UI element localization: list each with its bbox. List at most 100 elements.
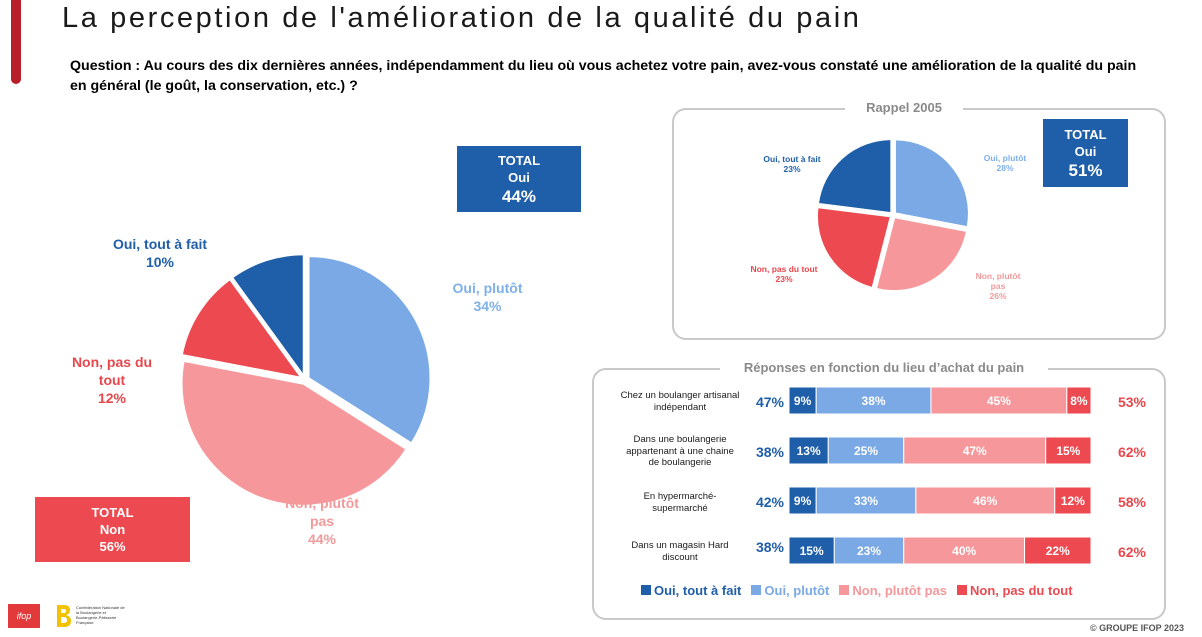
bar-segment-r3-s0 (789, 536, 835, 565)
slice-oui-tout-a-fait (230, 253, 305, 380)
label-value: 44% (307, 531, 337, 547)
bar-category-label-3: Dans un magasin Hard discount (610, 540, 750, 563)
page-title: La perception de l'amélioration de la qu… (62, 2, 862, 34)
bar-segment-r0-s3 (1066, 386, 1092, 415)
rappel-label-non-plutot-pas: Non, plutôt pas 26% (963, 271, 1033, 301)
label-oui-tout-a-fait: Oui, tout à fait 10% (95, 235, 225, 271)
bar-value-label-r3-s2: 40% (952, 544, 976, 558)
label-name: Oui, plutôt (983, 153, 1027, 163)
copyright: © GROUPE IFOP 2023 (1090, 623, 1184, 633)
bar-value-label-r2-s3: 12% (1061, 494, 1085, 508)
bars-legend: Oui, tout à fait Oui, plutôt Non, plutôt… (641, 583, 1073, 598)
legend-label: Oui, plutôt (764, 583, 830, 598)
bar-value-label-r2-s0: 9% (794, 494, 812, 508)
bar-value-label-r1-s0: 13% (797, 444, 821, 458)
label-name: Non, pas du tout (750, 264, 818, 274)
label-value: 34% (473, 298, 502, 314)
label-oui-plutot: Oui, plutôt 34% (430, 279, 545, 315)
bar-total-oui-2: 42% (755, 494, 785, 510)
rappel-label-non-pas-du-tout: Non, pas du tout 23% (736, 264, 832, 284)
bar-segment-r0-s1 (815, 386, 932, 415)
label-value: 23% (775, 274, 793, 284)
total-oui-line2: Oui (508, 169, 530, 185)
title-accent-bar (11, 0, 21, 84)
bar-total-non-0: 53% (1117, 394, 1147, 410)
label-value: 23% (783, 164, 801, 174)
bar-segment-r2-s2 (915, 486, 1056, 515)
slice-oui-plutot (307, 255, 432, 445)
rappel-slice-oui-plutot (893, 138, 970, 229)
label-name: Oui, tout à fait (112, 236, 208, 252)
cat-line: Dans une boulangerie (633, 434, 727, 445)
label-name: Oui, tout à fait (763, 154, 821, 164)
cat-line: supermarché (652, 502, 708, 514)
rappel-slice-oui-tout-a-fait (816, 138, 893, 215)
bars-panel-title: Réponses en fonction du lieu d’achat du … (720, 360, 1048, 375)
bar-segment-r3-s3 (1024, 536, 1092, 565)
legend-item-oui-plutot: Oui, plutôt (751, 583, 829, 598)
legend-item-non-pas-du-tout: Non, pas du tout (956, 583, 1073, 598)
rappel-total-line1: TOTAL (1064, 126, 1107, 142)
bar-total-oui-3: 38% (755, 539, 785, 555)
label-name-1: Non, plutôt (975, 271, 1021, 281)
label-non-pas-du-tout: Non, pas du tout 12% (52, 353, 172, 407)
legend-label: Non, pas du tout (969, 583, 1073, 598)
bar-value-label-r0-s1: 38% (862, 394, 886, 408)
label-name-2: pas (309, 513, 335, 529)
bar-total-oui-0: 47% (755, 394, 785, 410)
stacked-bar-chart: 9% 38% 45% 8% 13% 25% 47% 15% 9% 33% 46% 12% 15% 23% 4… (789, 386, 1092, 565)
cat-line: Chez un boulanger artisanal (620, 390, 740, 401)
label-value: 10% (145, 254, 175, 270)
ifop-logo: ifop (8, 604, 40, 628)
label-value: 12% (97, 390, 127, 406)
rappel-label-oui-tout-a-fait: Oui, tout à fait 23% (752, 154, 832, 174)
bar-value-label-r0-s3: 8% (1070, 394, 1088, 408)
legend-item-non-plutot-pas: Non, plutôt pas (839, 583, 947, 598)
total-non-value: 56% (99, 539, 126, 554)
bar-value-label-r3-s1: 23% (857, 544, 881, 558)
total-non-box: TOTAL Non 56% (35, 497, 190, 562)
bar-total-non-3: 62% (1117, 544, 1147, 560)
label-name-1: Non, plutôt (285, 495, 359, 511)
total-oui-box: TOTAL Oui 44% (457, 146, 581, 212)
rappel-slice-non-plutot-pas (874, 215, 969, 293)
question-text: Question : Au cours des dix dernières an… (70, 58, 1137, 94)
cat-line: En hypermarché- (643, 491, 717, 502)
bar-total-oui-1: 38% (755, 444, 785, 460)
bar-category-label-1: Dans une boulangerie appartenant à une c… (610, 434, 750, 469)
cat-line: Dans un magasin Hard (631, 540, 729, 551)
bar-segment-r2-s0 (789, 486, 817, 515)
bar-total-non-1: 62% (1117, 444, 1147, 460)
bar-segment-r1-s3 (1045, 436, 1092, 465)
total-oui-line1: TOTAL (497, 152, 541, 168)
label-name-2: pas (990, 281, 1006, 291)
rappel-slice-non-pas-du-tout (815, 206, 893, 290)
rappel-pie-chart (815, 138, 970, 293)
bar-segment-r0-s0 (789, 386, 817, 415)
slice-non-plutot-pas (180, 359, 408, 507)
rappel-total-value: 51% (1068, 160, 1103, 180)
label-name-2: tout (98, 372, 126, 388)
total-non-line1: TOTAL (91, 505, 134, 520)
label-value: 28% (996, 163, 1014, 173)
legend-item-oui-tout-a-fait: Oui, tout à fait (641, 583, 741, 598)
bar-total-non-2: 58% (1117, 494, 1147, 510)
bar-segment-r2-s3 (1054, 486, 1092, 515)
total-oui-value: 44% (501, 186, 537, 206)
bar-value-label-r0-s2: 45% (987, 394, 1011, 408)
bar-value-label-r2-s2: 46% (973, 494, 997, 508)
bar-category-label-2: En hypermarché- supermarché (610, 491, 750, 514)
rappel-title: Rappel 2005 (845, 100, 963, 115)
bar-value-label-r1-s2: 47% (963, 444, 987, 458)
rappel-total-line2: Oui (1074, 143, 1097, 159)
label-non-plutot-pas: Non, plutôt pas 44% (262, 494, 382, 548)
legend-label: Non, plutôt pas (852, 583, 947, 598)
label-value: 26% (989, 291, 1007, 301)
bar-value-label-r3-s0: 15% (800, 544, 824, 558)
label-name-1: Non, pas du (71, 354, 153, 370)
main-pie-chart (180, 253, 432, 507)
legend-label: Oui, tout à fait (654, 583, 742, 598)
rappel-total-oui-box: TOTAL Oui 51% (1043, 119, 1128, 187)
boulangerie-logo-icon (57, 605, 71, 627)
bar-value-label-r0-s0: 9% (794, 394, 812, 408)
